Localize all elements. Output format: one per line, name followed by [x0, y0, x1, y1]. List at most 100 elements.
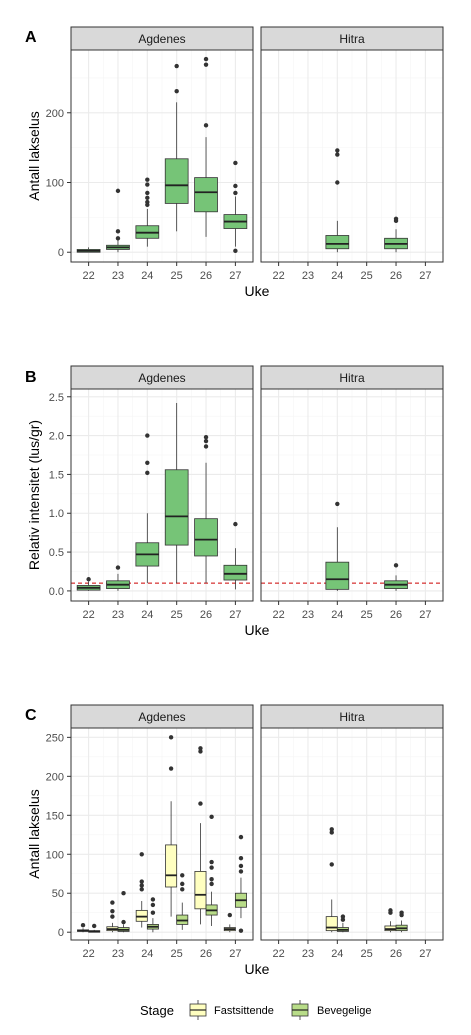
- outlier-point: [145, 177, 150, 182]
- outlier-point: [233, 248, 238, 254]
- x-tick-label: 24: [141, 270, 153, 282]
- x-tick-label: 25: [361, 270, 373, 282]
- x-tick-label: 22: [82, 270, 94, 282]
- box-24-bevegelige: [325, 501, 350, 591]
- y-tick-label: 2.0: [49, 431, 64, 443]
- box-23-bevegelige: [106, 188, 130, 253]
- panel-strip-label: Agdenes: [138, 32, 185, 46]
- x-tick-label: 22: [272, 948, 284, 960]
- outlier-point: [393, 563, 399, 568]
- x-tick-label: 27: [229, 948, 241, 960]
- outlier-point: [121, 891, 126, 896]
- box-27-bevegelige: [223, 160, 248, 254]
- outlier-point: [238, 855, 244, 861]
- panel-hitra: Hitra 22 23 24 25 26 27: [260, 365, 444, 621]
- panel-border: [70, 727, 254, 941]
- box-body: [194, 871, 207, 910]
- outlier-point: [115, 565, 121, 570]
- outlier-point: [110, 914, 115, 919]
- box-25-bevegelige: [176, 873, 189, 930]
- y-tick-label: 0.0: [49, 586, 64, 598]
- x-tick-label: 24: [141, 948, 153, 960]
- box-body: [325, 561, 350, 590]
- outlier-point: [139, 852, 144, 857]
- box-22-bevegelige: [76, 247, 101, 253]
- box-body: [325, 235, 350, 250]
- x-tick-label: 23: [302, 948, 314, 960]
- panel-border: [70, 49, 254, 263]
- outlier-point: [209, 877, 214, 882]
- outlier-point: [145, 433, 150, 438]
- y-tick-label: 0.5: [49, 547, 64, 559]
- y-axis-title: Antall lakselus: [26, 789, 42, 879]
- outlier-point: [110, 900, 115, 905]
- y-tick-label: 1.0: [49, 508, 64, 520]
- outlier-point: [150, 897, 156, 902]
- x-tick-label: 23: [302, 270, 314, 282]
- box-25-fastsittende: [165, 735, 178, 917]
- y-axis-title: Relativ intensitet (lus/gr): [26, 420, 42, 570]
- outlier-point: [139, 879, 144, 884]
- outlier-point: [329, 862, 334, 867]
- outlier-point: [115, 236, 121, 241]
- outlier-point: [145, 195, 150, 201]
- x-tick-label: 23: [302, 609, 314, 621]
- y-tick-label: 50: [52, 888, 64, 900]
- box-26-bevegelige: [194, 434, 218, 584]
- chart-a: A Antall lakselus Uke 0 100 200 Agdenes 22 23 24 2…: [25, 26, 444, 299]
- outlier-point: [388, 908, 393, 913]
- legend-label: Fastsittende: [214, 1005, 274, 1017]
- outlier-point: [145, 199, 150, 205]
- outlier-point: [110, 908, 115, 914]
- x-tick-label: 24: [331, 609, 343, 621]
- box-22-bevegelige: [76, 577, 101, 591]
- y-tick-label: 1.5: [49, 469, 64, 481]
- outlier-point: [139, 883, 144, 888]
- outlier-point: [168, 735, 174, 740]
- outlier-point: [238, 834, 244, 840]
- outlier-point: [145, 182, 150, 187]
- outlier-point: [233, 183, 238, 189]
- outlier-point: [335, 180, 340, 185]
- box-24-bevegelige: [336, 914, 349, 933]
- box-23-bevegelige: [117, 891, 130, 933]
- x-tick-label: 23: [112, 270, 124, 282]
- x-axis-title: Uke: [245, 283, 270, 299]
- panel-hitra: Hitra 22 23 24 25 26 27: [260, 704, 444, 960]
- outlier-point: [180, 887, 185, 892]
- x-tick-label: 26: [200, 270, 212, 282]
- outlier-point: [329, 830, 334, 835]
- box-22-bevegelige: [88, 923, 101, 933]
- outlier-point: [115, 229, 121, 234]
- outlier-point: [203, 434, 209, 440]
- outlier-point: [335, 152, 340, 157]
- outlier-point: [174, 88, 179, 94]
- outlier-point: [203, 123, 209, 128]
- outlier-point: [203, 444, 209, 449]
- outlier-point: [198, 746, 203, 751]
- chart-c: C Antall lakselus Uke 0 50 100 150 200 250 Agdene…: [25, 704, 444, 1020]
- x-tick-label: 24: [331, 948, 343, 960]
- x-tick-label: 26: [390, 948, 402, 960]
- outlier-point: [150, 910, 156, 915]
- outlier-point: [203, 62, 209, 67]
- outlier-point: [238, 928, 244, 933]
- panel-strip-label: Hitra: [339, 32, 365, 46]
- outlier-point: [209, 814, 214, 820]
- outlier-point: [86, 577, 91, 582]
- outlier-point: [174, 63, 179, 69]
- box-25-bevegelige: [164, 402, 189, 584]
- chart-b: B Relativ intensitet (lus/gr) Uke 0.0 0.5 1.0…: [25, 365, 444, 638]
- box-body: [165, 844, 178, 888]
- outlier-point: [168, 766, 174, 771]
- outlier-point: [203, 438, 209, 444]
- panel-strip-label: Agdenes: [138, 710, 185, 724]
- outlier-point: [150, 902, 156, 908]
- outlier-point: [91, 923, 97, 929]
- box-27-bevegelige: [223, 521, 248, 590]
- y-tick-label: 2.5: [49, 392, 64, 404]
- outlier-point: [340, 914, 346, 919]
- outlier-point: [209, 865, 214, 870]
- panel-strip-label: Hitra: [339, 710, 365, 724]
- outlier-point: [209, 859, 214, 865]
